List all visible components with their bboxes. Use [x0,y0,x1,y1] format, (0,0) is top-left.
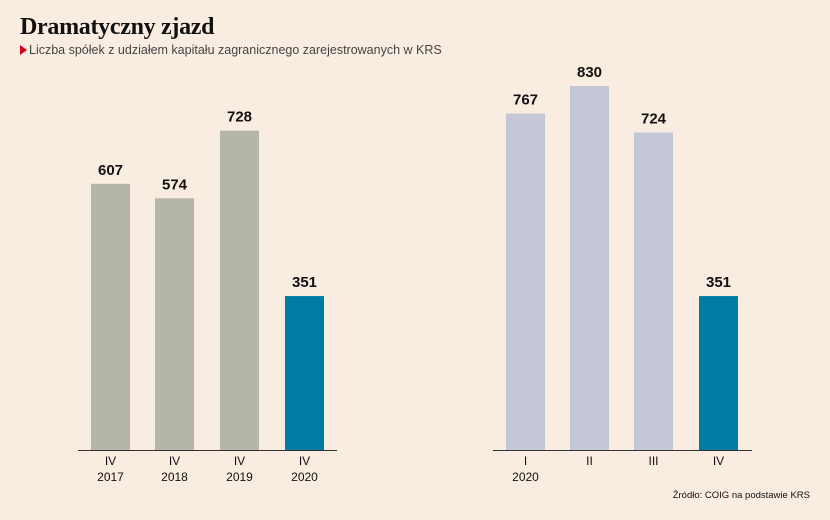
x-tick-label: IV [234,454,245,468]
data-label: 607 [98,162,123,179]
x-tick-label: 2020 [512,470,539,484]
data-label: 351 [292,274,317,291]
x-tick-label: 2018 [161,470,188,484]
x-tick-label: IV [713,454,724,468]
chart-subtitle-text: Liczba spółek z udziałem kapitału zagran… [29,43,442,57]
bar [285,296,324,450]
data-label: 767 [513,92,538,109]
data-label: 728 [227,109,252,126]
chart-subtitle: Liczba spółek z udziałem kapitału zagran… [20,43,442,57]
bar [634,132,673,450]
source-note: Źródło: COIG na podstawie KRS [672,490,810,501]
bar [699,296,738,450]
x-tick-label: III [648,454,658,468]
x-tick-label: I [524,454,527,468]
x-tick-label: 2020 [291,470,318,484]
bar [220,130,259,450]
data-label: 724 [641,110,667,127]
x-tick-label: IV [105,454,116,468]
bar [155,198,194,450]
bar [91,183,130,450]
bar [570,86,609,450]
data-label: 830 [577,64,602,81]
data-label: 351 [706,274,731,291]
x-tick-label: IV [169,454,180,468]
x-tick-label: 2017 [97,470,124,484]
bar [506,113,545,451]
chart-title: Dramatyczny zjazd [20,14,215,40]
x-tick-label: IV [299,454,310,468]
x-tick-label: 2019 [226,470,253,484]
data-label: 574 [162,176,188,193]
x-tick-label: II [586,454,593,468]
triangle-marker-icon [20,45,27,55]
